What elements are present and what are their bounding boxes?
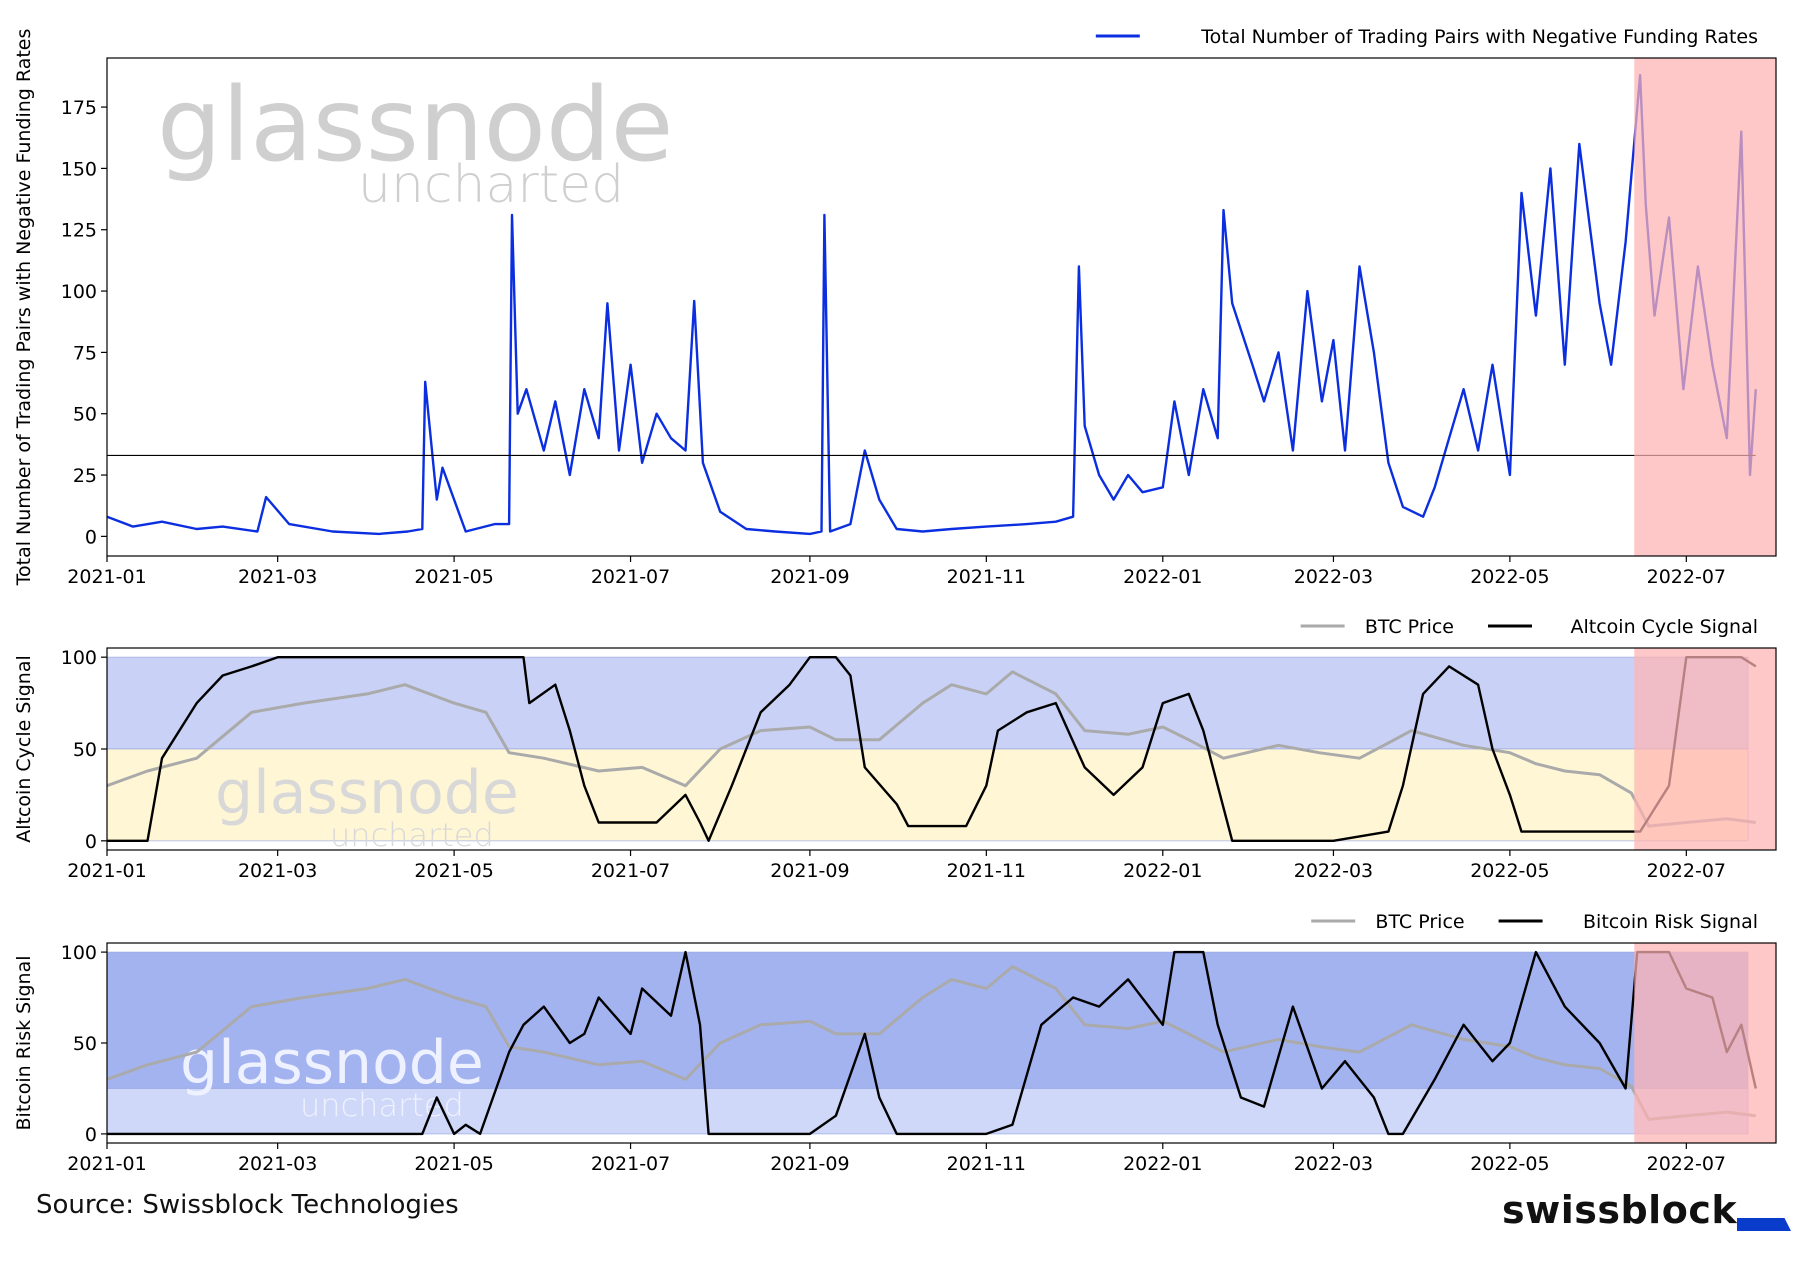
source-text: Source: Swissblock Technologies [36,1190,459,1220]
y-axis-label: Bitcoin Risk Signal [13,956,35,1131]
x-tick-label: 2022-03 [1294,566,1373,588]
y-tick-label: 175 [61,97,97,119]
highlight-region [1634,943,1776,1143]
x-tick-label: 2021-07 [591,860,670,882]
x-tick-label: 2021-05 [414,1153,493,1175]
watermark-word: glassnode [215,758,519,828]
y-tick-label: 50 [73,404,97,426]
x-tick-label: 2021-11 [947,860,1026,882]
y-tick-label: 50 [73,1033,97,1055]
x-tick-label: 2022-01 [1123,566,1202,588]
x-tick-label: 2021-03 [238,1153,317,1175]
x-tick-label: 2021-01 [67,566,146,588]
x-tick-label: 2022-03 [1294,860,1373,882]
x-tick-label: 2022-07 [1647,1153,1726,1175]
legend-label: Altcoin Cycle Signal [1571,616,1759,638]
y-tick-label: 100 [61,647,97,669]
highlight-region [1634,648,1776,850]
x-tick-label: 2022-05 [1470,860,1549,882]
series-line-btc-price [107,965,1756,1121]
x-tick-label: 2022-01 [1123,860,1202,882]
x-tick-label: 2022-05 [1470,566,1549,588]
x-tick-label: 2021-09 [770,860,849,882]
watermark-sub: uncharted [358,155,624,215]
legend-label: BTC Price [1365,616,1454,638]
x-tick-label: 2021-07 [591,1153,670,1175]
x-tick-label: 2021-11 [947,1153,1026,1175]
signal-band-50-100 [107,656,1749,750]
y-tick-label: 125 [61,220,97,242]
brand-name: swissblock [1502,1188,1738,1232]
x-tick-label: 2021-01 [67,860,146,882]
x-tick-label: 2021-07 [591,566,670,588]
legend-label: Bitcoin Risk Signal [1583,911,1758,933]
x-tick-label: 2022-05 [1470,1153,1549,1175]
series-line-btc-price [107,670,1756,828]
y-tick-label: 0 [85,526,97,548]
y-tick-label: 0 [85,1124,97,1146]
series-line-total-number-of-trading-pairs-with-negative-funding-rates [107,73,1757,536]
brand-mark-icon [1737,1218,1791,1231]
signal-band-0-25 [107,1087,1749,1135]
watermark-word: glassnode [157,66,673,185]
y-axis-label: Altcoin Cycle Signal [13,655,35,843]
x-tick-label: 2021-01 [67,1153,146,1175]
x-tick-label: 2021-09 [770,1153,849,1175]
highlight-region [1634,58,1776,556]
watermark-sub: uncharted [300,1086,464,1124]
x-tick-label: 2021-11 [947,566,1026,588]
legend-label: BTC Price [1375,911,1464,933]
y-tick-label: 100 [61,281,97,303]
y-tick-label: 50 [73,739,97,761]
y-tick-label: 75 [73,342,97,364]
x-tick-label: 2022-03 [1294,1153,1373,1175]
y-tick-label: 100 [61,942,97,964]
x-tick-label: 2022-01 [1123,1153,1202,1175]
plot-frame [106,57,1777,557]
watermark-word: glassnode [180,1028,484,1098]
y-tick-label: 0 [85,831,97,853]
series-line-bitcoin-risk-signal [107,950,1757,1136]
series-line-altcoin-cycle-signal [107,656,1757,842]
y-tick-label: 150 [61,158,97,180]
x-tick-label: 2021-09 [770,566,849,588]
x-tick-label: 2022-07 [1647,860,1726,882]
legend-label: Total Number of Trading Pairs with Negat… [1200,26,1758,48]
x-tick-label: 2022-07 [1647,566,1726,588]
y-axis-label: Total Number of Trading Pairs with Negat… [13,29,35,587]
signal-band-25-100 [107,951,1749,1089]
x-tick-label: 2021-05 [414,860,493,882]
y-tick-label: 25 [73,465,97,487]
x-tick-label: 2021-03 [238,566,317,588]
x-tick-label: 2021-03 [238,860,317,882]
watermark-sub: uncharted [330,816,494,854]
x-tick-label: 2021-05 [414,566,493,588]
